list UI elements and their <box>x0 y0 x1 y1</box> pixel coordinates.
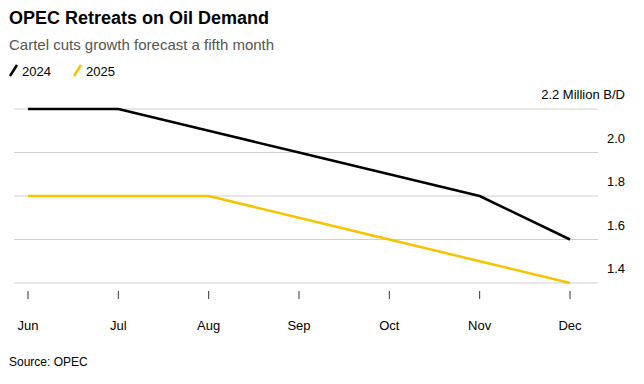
source: Source: OPEC <box>9 355 88 369</box>
y-tick-label: 1.8 <box>607 174 625 189</box>
x-tick-label: Jun <box>18 318 39 333</box>
y-tick-label: 1.4 <box>607 261 625 276</box>
x-tick-label: Aug <box>197 318 220 333</box>
x-axis: Jun Jul Aug Sep Oct Nov Dec <box>18 291 583 333</box>
x-tick-label: Jul <box>110 318 127 333</box>
x-tick <box>208 291 209 299</box>
x-tick-label: Nov <box>468 318 492 333</box>
chart: OPEC Retreats on Oil Demand Cartel cuts g… <box>0 0 644 384</box>
series-line <box>28 196 570 283</box>
x-tick <box>299 291 300 299</box>
x-tick <box>118 291 119 299</box>
subtitle: Cartel cuts growth forecast a fifth mont… <box>9 36 274 53</box>
y-tick-label: 2.0 <box>607 131 625 146</box>
y-tick-label: 2.2 Million B/D <box>541 87 625 102</box>
grid-line <box>14 152 598 153</box>
y-axis: 2.2 Million B/D 2.0 1.8 1.6 1.4 <box>14 87 625 283</box>
x-tick-label: Dec <box>558 318 582 333</box>
x-tick <box>570 291 571 299</box>
x-tick-label: Sep <box>287 318 310 333</box>
title: OPEC Retreats on Oil Demand <box>9 8 269 28</box>
legend: 2024 2025 <box>10 64 115 79</box>
x-tick <box>28 291 29 299</box>
y-tick-label: 1.6 <box>607 218 625 233</box>
series-line <box>28 109 570 240</box>
legend-label: 2024 <box>22 64 51 79</box>
grid-line <box>14 239 598 240</box>
grid-line <box>14 283 598 284</box>
legend-swatch <box>10 65 17 76</box>
series-group <box>28 109 570 283</box>
x-tick <box>479 291 480 299</box>
x-tick <box>389 291 390 299</box>
legend-swatch <box>74 65 81 76</box>
legend-label: 2025 <box>86 64 115 79</box>
x-tick-label: Oct <box>379 318 400 333</box>
